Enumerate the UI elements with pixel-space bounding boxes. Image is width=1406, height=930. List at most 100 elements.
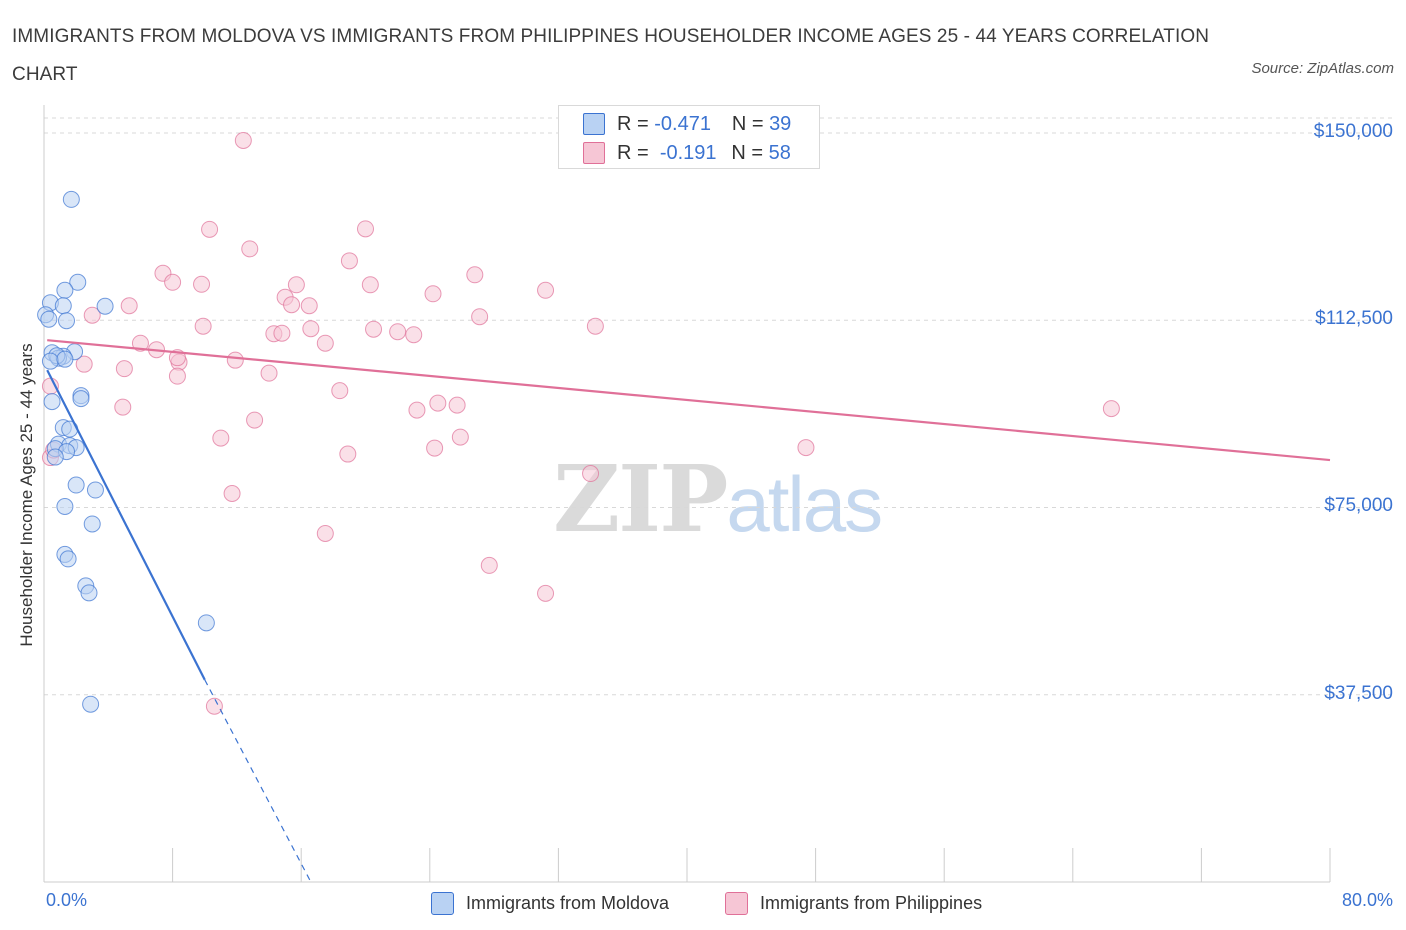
philippines-point — [287, 276, 305, 294]
moldova-point — [54, 297, 72, 315]
legend-n-value: 58 — [768, 141, 791, 164]
moldova-point — [62, 190, 80, 208]
legend-n-value: 39 — [769, 112, 792, 135]
moldova-point — [67, 476, 85, 494]
philippines-point — [300, 297, 318, 315]
moldova-point — [40, 310, 58, 328]
philippines-point — [260, 364, 278, 382]
philippines-point — [131, 334, 149, 352]
bottom-legend-philippines: Immigrants from Philippines — [725, 888, 982, 918]
philippines-point — [426, 439, 444, 457]
bottom-legend-swatch-moldova — [431, 891, 454, 915]
source-label: Source: ZipAtlas.com — [1251, 60, 1394, 77]
moldova-point — [46, 448, 64, 466]
philippines-point — [120, 297, 138, 315]
philippines-point — [586, 317, 604, 335]
moldova-point — [41, 352, 59, 370]
legend-row-philippines: R = -0.191 N = 58 — [583, 138, 791, 168]
chart-title: IMMIGRANTS FROM MOLDOVA VS IMMIGRANTS FR… — [12, 26, 1210, 85]
legend-n-label: N = — [731, 141, 764, 164]
bottom-legend-swatch-philippines — [725, 891, 748, 915]
philippines-trend-line — [47, 339, 1331, 462]
legend-r-label: R = — [617, 112, 649, 135]
x-tick-label-min: 0.0% — [46, 890, 88, 910]
philippines-point — [357, 220, 374, 238]
moldova-point — [197, 614, 215, 632]
moldova-point — [69, 273, 87, 291]
philippines-point — [448, 396, 466, 414]
philippines-point — [283, 296, 301, 314]
philippines-point — [83, 306, 101, 324]
philippines-point — [205, 697, 223, 715]
philippines-point — [164, 273, 182, 291]
philippines-point — [223, 485, 241, 503]
x-tick-label-max: 80.0% — [1341, 890, 1393, 910]
watermark-atlas: atlas — [726, 460, 883, 548]
y-tick-label: $75,000 — [1324, 495, 1393, 517]
philippines-point — [339, 445, 357, 463]
philippines-point — [582, 465, 600, 483]
watermark-zip: ZIP — [553, 445, 728, 553]
bottom-legend-moldova: Immigrants from Moldova — [431, 888, 669, 918]
philippines-point — [246, 411, 264, 429]
philippines-point — [537, 584, 555, 602]
philippines-point — [537, 281, 555, 299]
moldova-point — [82, 695, 100, 713]
moldova-point — [43, 393, 61, 411]
philippines-point — [797, 439, 815, 457]
legend-row-moldova: R = -0.471 N = 39 — [583, 109, 791, 139]
y-tick-label: $112,500 — [1315, 308, 1393, 330]
philippines-point — [168, 367, 186, 385]
moldova-point — [58, 312, 76, 330]
philippines-point — [424, 285, 442, 303]
philippines-point — [365, 320, 383, 338]
legend-r-label: R = — [617, 141, 649, 164]
philippines-point — [193, 275, 211, 293]
philippines-point — [471, 308, 489, 326]
moldova-point — [80, 584, 98, 602]
philippines-point — [234, 131, 252, 149]
philippines-point — [480, 556, 498, 574]
moldova-point — [72, 390, 90, 408]
philippines-point — [316, 334, 334, 352]
y-tick-label: $150,000 — [1313, 120, 1393, 142]
moldova-point — [96, 297, 114, 315]
philippines-point — [451, 428, 469, 446]
moldova-point — [86, 481, 104, 499]
bottom-legend-label-philippines: Immigrants from Philippines — [760, 892, 983, 913]
moldova-point — [56, 281, 74, 299]
philippines-point — [115, 360, 133, 378]
philippines-point — [361, 276, 379, 294]
philippines-point — [340, 252, 358, 270]
philippines-point — [241, 240, 259, 258]
philippines-point — [75, 355, 93, 373]
legend-swatch-moldova — [583, 113, 605, 135]
watermark: ZIPatlas — [553, 445, 883, 553]
philippines-point — [114, 398, 132, 416]
moldova-trend-extension — [204, 679, 312, 883]
correlation-legend: R = -0.471 N = 39 R = -0.191 N = 58 — [558, 105, 820, 169]
philippines-point — [389, 323, 407, 341]
philippines-point — [405, 326, 423, 344]
philippines-point — [316, 524, 334, 542]
legend-r-value: -0.191 — [659, 141, 717, 164]
moldova-point — [83, 515, 101, 533]
legend-swatch-philippines — [583, 142, 605, 164]
philippines-point — [212, 429, 230, 447]
bottom-legend-label-moldova: Immigrants from Moldova — [466, 892, 670, 913]
philippines-point — [273, 324, 291, 342]
philippines-point — [1102, 400, 1120, 418]
philippines-point — [201, 220, 219, 238]
philippines-point — [331, 382, 349, 400]
moldova-point — [59, 550, 77, 568]
legend-r-value: -0.471 — [654, 112, 711, 135]
philippines-point — [408, 401, 426, 419]
moldova-point — [56, 350, 74, 368]
philippines-point — [302, 320, 320, 338]
philippines-point — [226, 351, 244, 369]
y-tick-label: $37,500 — [1324, 682, 1393, 704]
y-axis-label: Householder Income Ages 25 - 44 years — [17, 343, 36, 647]
philippines-point — [429, 394, 447, 412]
moldova-trend-line — [46, 369, 206, 681]
philippines-point — [194, 317, 212, 335]
